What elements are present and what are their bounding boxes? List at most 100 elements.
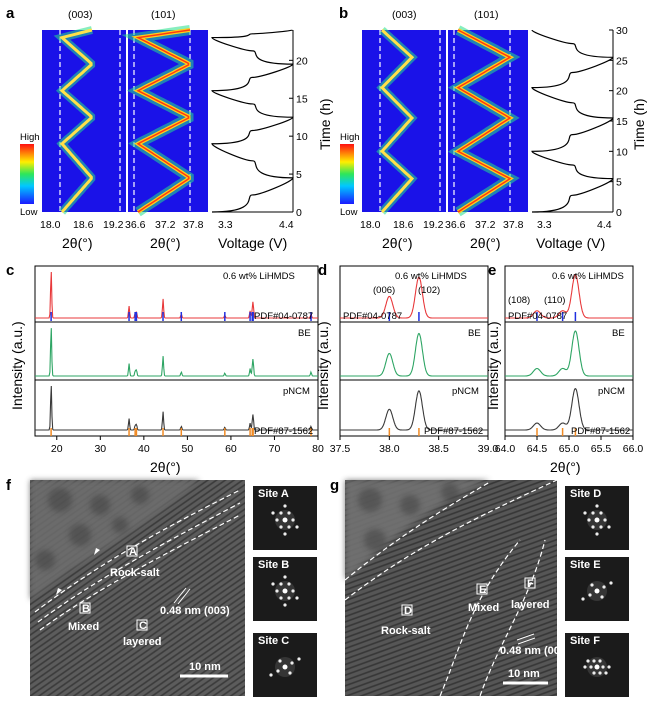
fft-spot-0-5 [591, 525, 595, 529]
xrd-series-0 [505, 274, 633, 319]
fft-spot-0-8 [595, 532, 599, 536]
fft-spot-2-3 [269, 673, 273, 677]
fft-spot-2-1 [276, 669, 280, 673]
time-b-tick-2: 10 [616, 146, 628, 158]
fft-spot-1-3 [279, 582, 283, 586]
xrd-series-2 [35, 385, 318, 431]
pdf-top-c: PDF#04-0787 [254, 311, 313, 322]
tick-x2-2-b: 37.8 [503, 219, 524, 231]
legend-be-c: BE [298, 328, 311, 339]
fft-center-2 [594, 664, 600, 670]
fft-spot-1-1 [275, 589, 279, 593]
fft-spot-1-5 [279, 596, 283, 600]
fft-spot-2-7 [592, 671, 596, 675]
voltage-profile-a [211, 29, 294, 213]
mixed-label-g: Mixed [468, 602, 499, 614]
fft-spot-1-5 [590, 583, 594, 587]
box-f-g: F [527, 578, 534, 590]
xtick-5: 70 [269, 443, 281, 455]
fft-spot-0-3 [279, 511, 283, 515]
time-a-tick-3: 15 [296, 93, 308, 105]
xlabel-2theta-2-b: 2θ(°) [470, 235, 501, 251]
fft-spot-1-8 [283, 603, 287, 607]
panel-f: A B C Rock-salt Mixed layered 0.48 nm (0… [30, 480, 317, 697]
xlabel-2theta-1-a: 2θ(°) [62, 235, 93, 251]
fft-spot-2-8 [607, 665, 611, 669]
panel-g: D E F Rock-salt Mixed layered 0.48 nm (0… [344, 479, 629, 697]
ylabel-intensity-d: Intensity (a.u.) [315, 321, 331, 410]
fft-spot-0-0 [603, 518, 607, 522]
voltage-curve [531, 29, 614, 213]
time-b-tick-5: 25 [616, 55, 628, 67]
rocksalt-label-f: Rock-salt [110, 567, 160, 579]
peak-label-003-a: (003) [68, 9, 93, 21]
trace-003 [58, 28, 93, 213]
ylabel-intensity-c: Intensity (a.u.) [9, 321, 25, 410]
xtick-4: 60 [225, 443, 237, 455]
site-a-label: Site A [258, 488, 289, 500]
fft-spot-0-8 [283, 532, 287, 536]
panel-e: Intensity (a.u.) 0.6 wt% LiHMDS BE pNCM … [485, 265, 643, 475]
fft-spot-2-9 [583, 665, 587, 669]
trace-101-core [135, 29, 191, 213]
fft-spot-1-0 [291, 589, 295, 593]
fft-spot-1-6 [295, 596, 299, 600]
xtick-1: 30 [94, 443, 106, 455]
colorbar-high-b: High [340, 132, 360, 143]
fft-spot-1-9 [283, 575, 287, 579]
tick-v-1-b: 4.4 [597, 219, 612, 231]
tick-v-1-a: 4.4 [279, 219, 294, 231]
legend-pncm-e: pNCM [598, 386, 625, 397]
fft-spot-1-4 [600, 595, 604, 599]
fft-spot-0-2 [287, 525, 291, 529]
fft-spot-0-6 [607, 525, 611, 529]
xrd-series-1 [35, 328, 318, 377]
tick-x1-1-a: 18.6 [73, 219, 94, 231]
xlabel-2theta-2-a: 2θ(°) [150, 235, 181, 251]
site-c-label: Site C [258, 635, 289, 647]
peak-110-e: (110) [544, 295, 565, 306]
tick-x2-1-a: 37.2 [155, 219, 176, 231]
colorbar-low-a: Low [20, 207, 38, 218]
legend-be-e: BE [612, 328, 625, 339]
xtick-2: 40 [138, 443, 150, 455]
fft-spot-0-1 [275, 518, 279, 522]
panel-label-f: f [6, 477, 12, 494]
fft-spot-2-5 [278, 659, 282, 663]
fft-spot-1-2 [287, 596, 291, 600]
pdf-bot-c: PDF#87-1562 [254, 426, 313, 437]
mixed-label-f: Mixed [68, 621, 99, 633]
xlabel-2theta-c: 2θ(°) [150, 459, 181, 475]
tick-x2-2-a: 37.8 [183, 219, 204, 231]
trace-003 [379, 28, 415, 214]
time-b-tick-4: 20 [616, 86, 628, 98]
peak-label-003-b: (003) [392, 9, 417, 21]
time-a-tick-1: 5 [296, 169, 302, 181]
colorbar-high-a: High [20, 132, 40, 143]
layered-label-f: layered [123, 636, 162, 648]
colorbar-b [340, 144, 354, 204]
xrd-series-2 [505, 387, 633, 431]
box-c-f: C [139, 620, 147, 632]
scale-label-f: 10 nm [189, 661, 221, 673]
legend-lihmds-d: 0.6 wt% LiHMDS [395, 271, 467, 282]
xtick-1: 64.5 [527, 443, 548, 455]
xrd-series-0 [35, 271, 318, 319]
pdf-bot-d: PDF#87-1562 [424, 426, 483, 437]
spacing-label-g: 0.48 nm (003) [500, 645, 570, 657]
xtick-2: 65.0 [559, 443, 580, 455]
pdf-top-e: PDF#04-0787 [508, 311, 567, 322]
fft-spot-2-6 [598, 659, 602, 663]
fft-center-1 [594, 588, 600, 594]
fft-spot-0-7 [583, 511, 587, 515]
fft-spot-1-2 [609, 581, 613, 585]
legend-pncm-d: pNCM [452, 386, 479, 397]
xtick-2: 38.5 [428, 443, 449, 455]
tick-x2-0-a: 36.6 [125, 219, 146, 231]
fft-spot-2-2 [598, 671, 602, 675]
xlabel-voltage-a: Voltage (V) [218, 235, 287, 251]
tick-x2-0-b: 36.6 [445, 219, 466, 231]
tick-x1-2-a: 19.2 [103, 219, 124, 231]
fft-center-1 [282, 588, 288, 594]
layered-label-g: layered [511, 599, 550, 611]
